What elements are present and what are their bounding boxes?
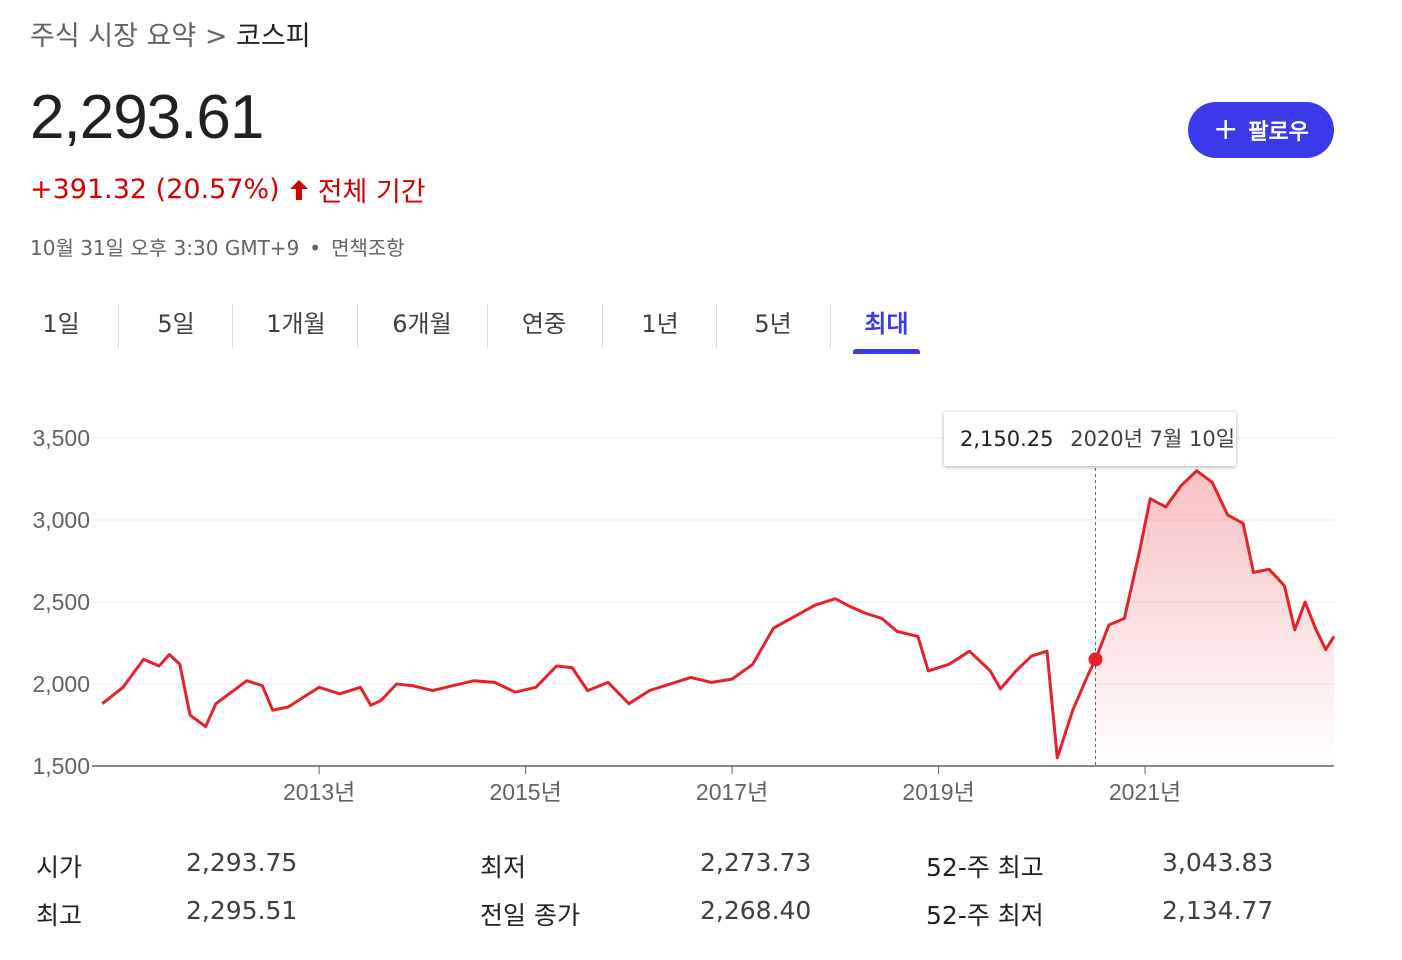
tab-ytd[interactable]: 연중	[521, 310, 567, 338]
tab-divider	[232, 304, 233, 348]
y-tick-label: 1,500	[32, 753, 90, 779]
tab-1d[interactable]: 1일	[42, 310, 80, 338]
price-change: +391.32 (20.57%)	[30, 174, 280, 205]
y-tick-label: 2,500	[32, 589, 90, 615]
x-tick-label: 2015년	[489, 779, 561, 805]
change-period: 전체 기간	[317, 177, 426, 208]
tab-divider	[357, 304, 358, 348]
range-tabs: 1일 5일 1개월 6개월 연중 1년 5년 최대	[0, 300, 940, 356]
tab-6m[interactable]: 6개월	[392, 310, 452, 338]
stat-label: 전일 종가	[480, 901, 580, 930]
breadcrumb-separator: >	[204, 21, 228, 52]
current-price: 2,293.61	[30, 83, 264, 152]
stat-value: 2,273.73	[700, 848, 812, 877]
tab-5d[interactable]: 5일	[157, 310, 195, 338]
quote-meta: 10월 31일 오후 3:30 GMT+9 • 면책조항	[30, 232, 405, 261]
stat-value: 2,293.75	[186, 848, 298, 877]
arrow-up-icon	[289, 179, 308, 200]
x-tick-label: 2021년	[1109, 779, 1181, 805]
meta-separator: •	[309, 236, 322, 260]
stat-label: 52-주 최고	[926, 853, 1044, 882]
tab-divider	[118, 304, 119, 348]
y-tick-label: 2,000	[32, 671, 90, 697]
tab-max[interactable]: 최대	[853, 300, 920, 354]
tab-1m[interactable]: 1개월	[266, 310, 326, 338]
plus-icon: +	[1213, 112, 1239, 147]
tab-5y[interactable]: 5년	[754, 310, 792, 338]
stat-label: 최고	[36, 901, 83, 930]
price-change-row: +391.32 (20.57%) 전체 기간	[30, 170, 426, 209]
follow-button-label: 팔로우	[1248, 120, 1309, 145]
x-tick-label: 2019년	[902, 779, 974, 805]
stat-value: 2,295.51	[186, 896, 298, 925]
breadcrumb-parent-link[interactable]: 주식 시장 요약	[30, 21, 197, 52]
follow-button[interactable]: + 팔로우	[1188, 102, 1334, 158]
tab-divider	[602, 304, 603, 348]
breadcrumb: 주식 시장 요약 > 코스피	[30, 14, 311, 53]
stats-row: 시가 2,293.75 최저 2,273.73 52-주 최고 3,043.83	[36, 848, 1336, 888]
stat-label: 시가	[36, 853, 83, 882]
y-tick-label: 3,500	[32, 425, 90, 451]
stats-row: 최고 2,295.51 전일 종가 2,268.40 52-주 최저 2,134…	[36, 896, 1336, 936]
tooltip-value: 2,150.25	[960, 427, 1054, 451]
stat-label: 최저	[480, 853, 527, 882]
price-line	[101, 469, 1336, 760]
tooltip-date: 2020년 7월 10일	[1070, 427, 1236, 451]
stat-value: 3,043.83	[1162, 848, 1274, 877]
hover-point	[1088, 652, 1103, 667]
chart-tooltip: 2,150.25 2020년 7월 10일	[944, 412, 1236, 466]
tab-1y[interactable]: 1년	[641, 310, 679, 338]
stat-value: 2,134.77	[1162, 896, 1274, 925]
stat-label: 52-주 최저	[926, 901, 1044, 930]
price-area	[1095, 470, 1334, 766]
x-tick-label: 2017년	[696, 779, 768, 805]
tab-divider	[716, 304, 717, 348]
price-chart[interactable]: 3,500 3,000 2,500 2,000 1,500 2013년 2015년 2017…	[0, 380, 1402, 820]
breadcrumb-current: 코스피	[236, 21, 311, 52]
tab-divider	[830, 304, 831, 348]
disclaimer-link[interactable]: 면책조항	[331, 236, 405, 260]
tab-divider	[487, 304, 488, 348]
timestamp: 10월 31일 오후 3:30 GMT+9	[30, 236, 300, 260]
x-tick-label: 2013년	[283, 779, 355, 805]
y-tick-label: 3,000	[32, 507, 90, 533]
stat-value: 2,268.40	[700, 896, 812, 925]
